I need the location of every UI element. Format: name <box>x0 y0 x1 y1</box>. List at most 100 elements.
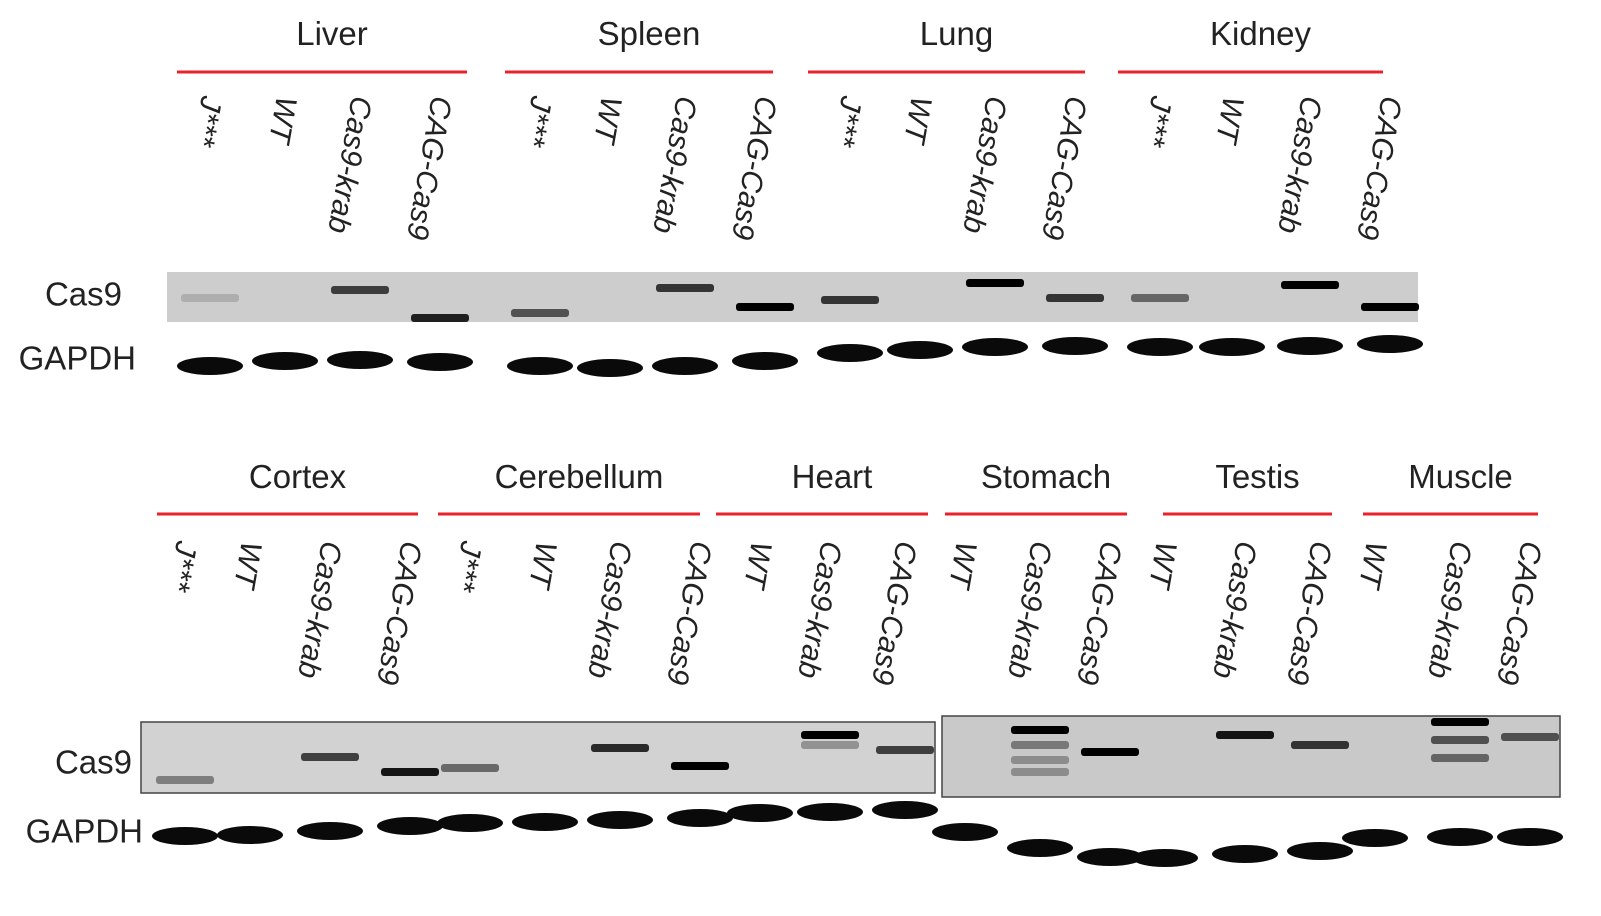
cas9-band <box>301 753 359 761</box>
gapdh-band <box>1212 845 1278 863</box>
cas9-band <box>656 284 714 292</box>
gapdh-band <box>1287 842 1353 860</box>
tissue-label: Kidney <box>1210 15 1311 52</box>
lane-label: Cas9-krab <box>321 94 378 236</box>
lane-label: Cas9-krab <box>956 94 1013 236</box>
lane-label: CAG-Cas9 <box>725 94 783 243</box>
cas9-band <box>966 279 1024 287</box>
tissue-label: Stomach <box>981 458 1111 495</box>
lane-label: J*** <box>826 93 868 150</box>
lane-label: J*** <box>1136 93 1178 150</box>
lane-label: J*** <box>446 538 488 595</box>
gapdh-band <box>217 826 283 844</box>
tissue-label: Heart <box>792 458 873 495</box>
cas9-blot <box>167 272 1418 322</box>
gapdh-band <box>817 344 883 362</box>
cas9-band <box>181 294 239 302</box>
gapdh-band <box>887 341 953 359</box>
lane-label: Cas9-krab <box>1421 539 1478 681</box>
cas9-band <box>331 286 389 294</box>
cas9-band <box>1431 736 1489 744</box>
lane-label: CAG-Cas9 <box>1035 94 1093 243</box>
cas9-band <box>1011 726 1069 734</box>
tissue-label: Muscle <box>1408 458 1513 495</box>
gapdh-band <box>667 809 733 827</box>
tissue-label: Testis <box>1215 458 1299 495</box>
lane-label: CAG-Cas9 <box>400 94 458 243</box>
gapdh-band <box>577 359 643 377</box>
lane-label: CAG-Cas9 <box>1280 539 1338 688</box>
cas9-band <box>1131 294 1189 302</box>
tissue-label: Spleen <box>598 15 701 52</box>
cas9-band <box>736 303 794 311</box>
gapdh-band <box>872 801 938 819</box>
cas9-band <box>511 309 569 317</box>
gapdh-band <box>587 811 653 829</box>
lane-label: Cas9-krab <box>1001 539 1058 681</box>
gapdh-band <box>1042 337 1108 355</box>
gapdh-band <box>152 827 218 845</box>
lane-label: Cas9-krab <box>291 539 348 681</box>
cas9-band <box>801 741 859 749</box>
cas9-band <box>1011 768 1069 776</box>
gapdh-band <box>437 814 503 832</box>
gapdh-band <box>1007 839 1073 857</box>
lane-label: WT <box>1209 94 1250 148</box>
lane-label: WT <box>942 539 983 593</box>
gapdh-band <box>732 352 798 370</box>
lane-label: CAG-Cas9 <box>1350 94 1408 243</box>
cas9-band <box>1216 731 1274 739</box>
cas9-band <box>671 762 729 770</box>
gapdh-band <box>252 352 318 370</box>
gapdh-band <box>962 338 1028 356</box>
gapdh-band <box>377 817 443 835</box>
gapdh-band <box>327 351 393 369</box>
gapdh-band <box>507 357 573 375</box>
gapdh-band <box>512 813 578 831</box>
cas9-band <box>591 744 649 752</box>
cas9-band <box>1431 718 1489 726</box>
gapdh-band <box>1357 335 1423 353</box>
cas9-band <box>441 764 499 772</box>
gapdh-band <box>177 357 243 375</box>
tissue-label: Cerebellum <box>495 458 664 495</box>
lane-label: WT <box>737 539 778 593</box>
cas9-band <box>411 314 469 322</box>
lane-label: J*** <box>161 538 203 595</box>
lane-label: Cas9-krab <box>646 94 703 236</box>
cas9-band <box>1361 303 1419 311</box>
cas9-band <box>1281 281 1339 289</box>
lane-label: WT <box>1352 539 1393 593</box>
tissue-label: Liver <box>296 15 368 52</box>
row-label: Cas9 <box>45 276 122 313</box>
lane-label: WT <box>522 539 563 593</box>
lane-label: WT <box>262 94 303 148</box>
gapdh-band <box>407 353 473 371</box>
row-label: GAPDH <box>26 813 143 850</box>
gapdh-band <box>1132 849 1198 867</box>
lane-label: Cas9-krab <box>791 539 848 681</box>
gapdh-band <box>1127 338 1193 356</box>
tissue-label: Lung <box>920 15 993 52</box>
lane-label: WT <box>1142 539 1183 593</box>
gapdh-band <box>1427 828 1493 846</box>
lane-label: WT <box>897 94 938 148</box>
gapdh-band <box>1497 828 1563 846</box>
cas9-band <box>1046 294 1104 302</box>
lane-label: CAG-Cas9 <box>1070 539 1128 688</box>
lane-label: CAG-Cas9 <box>660 539 718 688</box>
gapdh-band <box>1277 337 1343 355</box>
lane-label: Cas9-krab <box>1206 539 1263 681</box>
gapdh-band <box>1199 338 1265 356</box>
lane-label: WT <box>587 94 628 148</box>
lane-label: CAG-Cas9 <box>1490 539 1548 688</box>
cas9-band <box>156 776 214 784</box>
lane-label: J*** <box>516 93 558 150</box>
gapdh-band <box>1077 848 1143 866</box>
cas9-band <box>1431 754 1489 762</box>
lane-label: WT <box>227 539 268 593</box>
lane-label: CAG-Cas9 <box>865 539 923 688</box>
gapdh-band <box>652 357 718 375</box>
lane-label: Cas9-krab <box>581 539 638 681</box>
